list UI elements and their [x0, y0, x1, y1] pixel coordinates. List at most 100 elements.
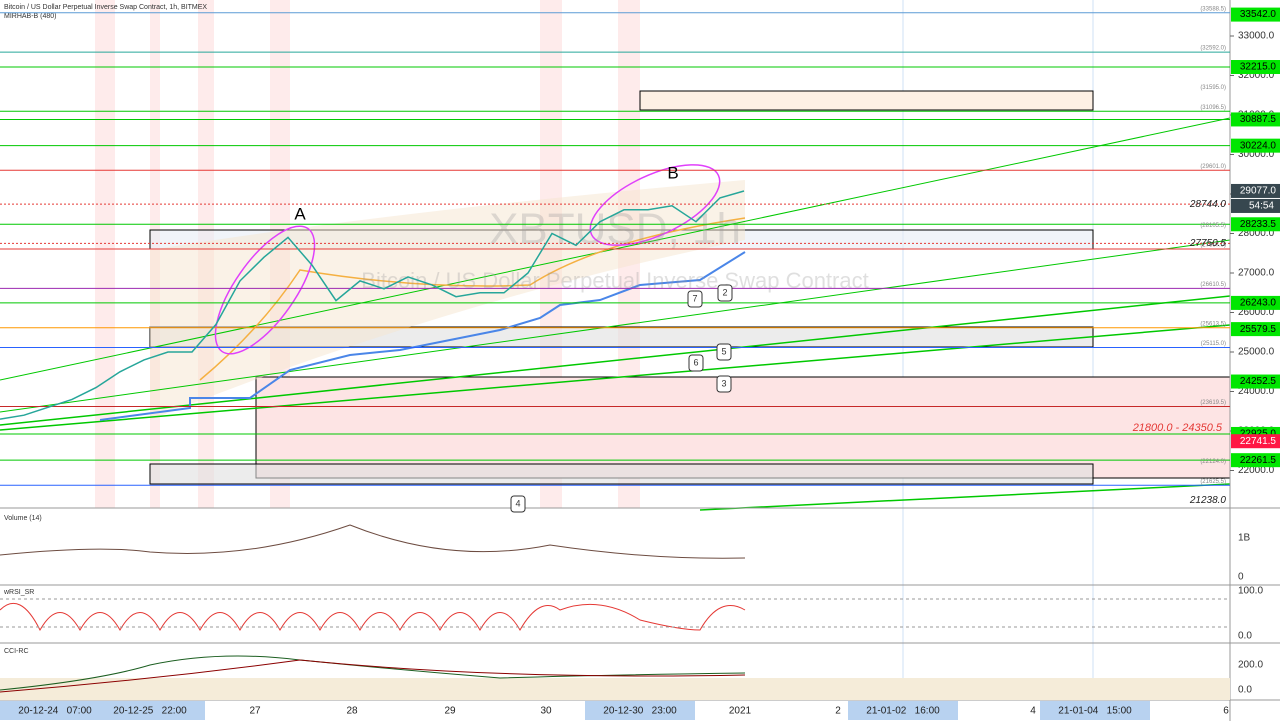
panel-axis-label: 0.0 [1238, 685, 1252, 696]
level-label: (32592.0) [1200, 46, 1226, 52]
box [639, 90, 1094, 111]
price-badge-label: 22925.0 [1240, 429, 1277, 440]
panel-axis-label: 200.0 [1238, 660, 1263, 671]
time-badge [95, 701, 205, 720]
price-badge-label: 29077.0 [1240, 186, 1277, 197]
symbol-title: Bitcoin / US Dollar Perpetual Inverse Sw… [4, 4, 207, 11]
session-stripe [95, 0, 115, 508]
panel-axis-label: 0.0 [1238, 631, 1252, 642]
time-label: 20-12-25 22:00 [113, 706, 187, 717]
wave-callout [510, 495, 526, 513]
price-badge [1231, 138, 1280, 153]
box [149, 463, 1094, 485]
level-label: (31595.0) [1200, 85, 1226, 91]
wave-callout [688, 354, 704, 372]
level-label: (27607.0) [1200, 243, 1226, 249]
y-tick-label: 32000.0 [1238, 70, 1275, 81]
price-badge [1231, 60, 1280, 75]
price-badge [1231, 453, 1280, 468]
price-badge [1231, 217, 1280, 232]
price-badge-label: 30887.5 [1240, 114, 1277, 125]
level-label: (22124.0) [1200, 459, 1226, 465]
indicator-title: MIRHAB-B (480) [4, 13, 57, 20]
wave-annotation: A [294, 204, 306, 223]
price-badge-label: 24252.5 [1240, 376, 1277, 387]
wave-callout [687, 290, 703, 308]
time-label: 20-12-30 23:00 [603, 706, 677, 717]
cci-signal [0, 659, 746, 693]
cci-band [0, 678, 1230, 700]
wave-number: 7 [692, 293, 697, 303]
trendline [0, 324, 1231, 431]
wave-callout [716, 375, 732, 393]
level-label: (33588.5) [1200, 6, 1226, 12]
time-label: 20-12-24 07:00 [18, 706, 92, 717]
price-badge-label: 28233.5 [1240, 219, 1277, 230]
y-tick-label: 27000.0 [1238, 268, 1275, 279]
price-badge [1231, 112, 1280, 127]
wave-number: 2 [722, 287, 727, 297]
level-label: (31096.5) [1200, 105, 1226, 111]
time-label: 4 [1030, 706, 1036, 717]
wave-number: 6 [693, 357, 698, 367]
y-tick-label: 30000.0 [1238, 149, 1275, 160]
panel-title: CCI-RC [4, 648, 29, 655]
wave-number: 3 [721, 378, 726, 388]
panel-axis-label: 100.0 [1238, 586, 1263, 597]
panel-axis-label: 1B [1238, 533, 1251, 544]
price-badge [1231, 183, 1280, 198]
level-label: (23619.5) [1200, 400, 1226, 406]
y-tick-label: 28000.0 [1238, 228, 1275, 239]
price-badge-label: 25579.5 [1240, 324, 1277, 335]
wave-callout [716, 343, 732, 361]
price-badge-label: 22261.5 [1240, 455, 1277, 466]
time-label: 2021 [729, 706, 752, 717]
volume-line [0, 524, 746, 559]
y-tick-label: 33000.0 [1238, 31, 1275, 42]
price-badge-label: 30224.0 [1240, 140, 1277, 151]
time-label: 28 [346, 706, 358, 717]
time-label: 6 [1223, 706, 1229, 717]
y-tick-label: 25000.0 [1238, 347, 1275, 358]
trendline [0, 239, 1231, 413]
level-label: (29601.0) [1200, 164, 1226, 170]
panel-title: Volume (14) [4, 515, 42, 522]
time-label: 2 [835, 706, 841, 717]
panel-axis-label: 0 [1238, 572, 1244, 583]
level-label: (21625.5) [1200, 479, 1226, 485]
y-tick-label: 26000.0 [1238, 307, 1275, 318]
zone-box [255, 376, 1231, 479]
time-label: 21-01-04 15:00 [1058, 706, 1132, 717]
time-label: 30 [540, 706, 552, 717]
price-mark: 27750.5 [1189, 238, 1227, 249]
wave-number: 5 [721, 346, 726, 356]
level-label: (25115.0) [1201, 341, 1226, 347]
countdown: 54:54 [1249, 201, 1274, 212]
price-mark: 28744.0 [1189, 199, 1227, 210]
price-badge [1231, 322, 1280, 337]
highlight-ellipse [589, 164, 721, 246]
price-badge [1231, 7, 1280, 22]
wave-annotation: B [667, 163, 678, 182]
watermark-name: Bitcoin / US Dollar Perpetual Inverse Sw… [361, 268, 868, 293]
time-label: 21-01-02 16:00 [866, 706, 940, 717]
level-label: (28105.5) [1200, 223, 1226, 229]
price-line [0, 190, 745, 420]
price-badge-label: 26243.0 [1240, 298, 1277, 309]
time-label: 27 [249, 706, 261, 717]
price-mark: 21238.0 [1189, 495, 1227, 506]
highlight-ellipse [214, 225, 316, 355]
panel-title: wRSI_SR [3, 589, 34, 596]
watermark-symbol: XBTUSD, 1h [489, 205, 741, 254]
level-label: (25613.5) [1200, 321, 1226, 327]
price-badge-label: 33542.0 [1240, 9, 1277, 20]
time-badge [848, 701, 958, 720]
trendline [0, 295, 1231, 426]
wave-number: 4 [515, 498, 520, 508]
price-badge [1231, 295, 1280, 310]
time-badge [0, 701, 110, 720]
price-badge [1231, 434, 1280, 449]
